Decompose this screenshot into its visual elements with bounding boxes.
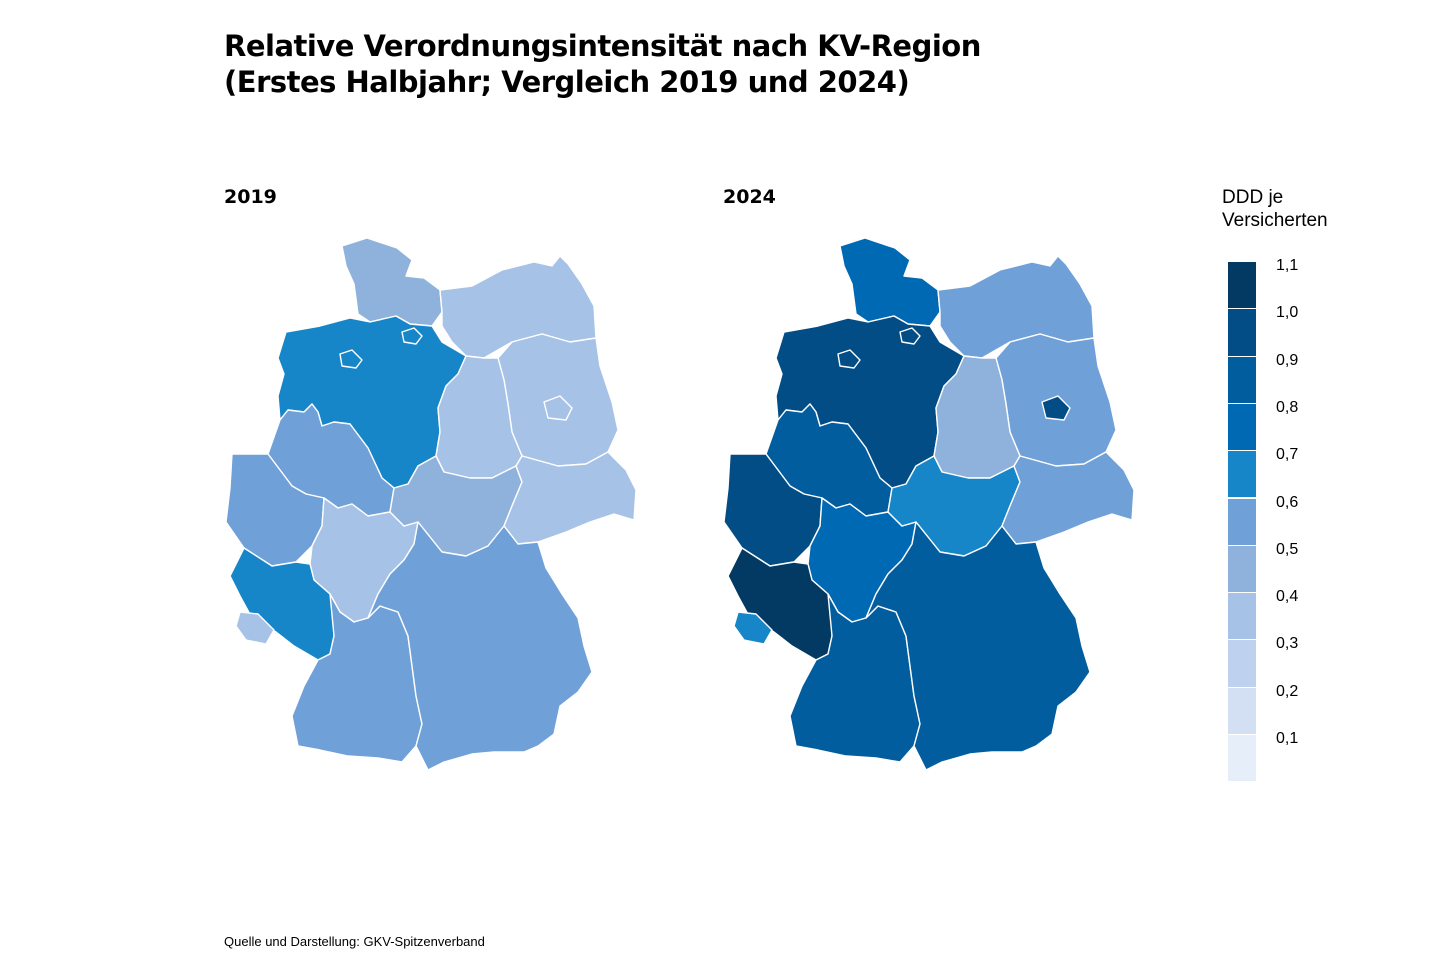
legend-tick-label: 0,4 xyxy=(1276,588,1299,606)
legend-swatch xyxy=(1228,498,1256,545)
legend-tick-label: 1,1 xyxy=(1276,257,1299,274)
legend-swatch xyxy=(1228,262,1256,309)
map-2019 xyxy=(225,237,637,771)
region-saarland xyxy=(733,611,773,645)
region-bayern xyxy=(367,521,593,771)
legend-title-line-2: Versicherten xyxy=(1222,210,1328,231)
title-line-1: Relative Verordnungsintensität nach KV-R… xyxy=(224,29,981,63)
region-hamburg xyxy=(401,327,423,345)
legend-tick-label: 0,6 xyxy=(1276,493,1299,511)
source-note: Quelle und Darstellung: GKV-Spitzenverba… xyxy=(224,934,485,949)
legend-swatch xyxy=(1228,403,1256,451)
region-berlin xyxy=(1041,395,1071,421)
legend-swatch xyxy=(1228,309,1256,356)
region-schleswig-holstein xyxy=(341,237,443,327)
legend-swatch xyxy=(1228,640,1256,687)
legend-tick-label: 0,5 xyxy=(1276,540,1299,558)
map-label-2019: 2019 xyxy=(224,186,277,208)
legend-tick-label: 0,2 xyxy=(1276,682,1299,700)
region-bremen xyxy=(837,349,861,369)
region-saarland xyxy=(235,611,275,645)
legend-swatch xyxy=(1228,545,1256,593)
region-sachsen xyxy=(1001,451,1135,545)
legend-tick-label: 0,3 xyxy=(1276,635,1299,653)
legend-title: DDD je Versicherten xyxy=(1222,186,1328,232)
legend-swatch xyxy=(1228,735,1256,782)
region-bremen xyxy=(339,349,363,369)
legend-title-line-1: DDD je xyxy=(1222,187,1284,208)
color-legend: 1,1 1,0 0,9 0,8 0,7 0,6 0,5 0,4 0,3 0,2 0,1 xyxy=(1228,258,1388,784)
region-berlin xyxy=(543,395,573,421)
legend-tick-label: 0,8 xyxy=(1276,398,1299,416)
map-label-2024: 2024 xyxy=(723,186,776,208)
region-hamburg xyxy=(899,327,921,345)
chart-title: Relative Verordnungsintensität nach KV-R… xyxy=(224,28,981,100)
region-sachsen xyxy=(503,451,637,545)
legend-swatch xyxy=(1228,687,1256,734)
legend-swatch xyxy=(1228,593,1256,640)
legend-tick-label: 0,1 xyxy=(1276,730,1299,747)
title-line-2: (Erstes Halbjahr; Vergleich 2019 und 202… xyxy=(224,65,910,99)
map-2024 xyxy=(723,237,1135,771)
legend-swatch xyxy=(1228,356,1256,403)
legend-swatch xyxy=(1228,451,1256,498)
region-bayern xyxy=(865,521,1091,771)
legend-tick-label: 0,9 xyxy=(1276,351,1299,369)
region-schleswig-holstein xyxy=(839,237,941,327)
legend-tick-label: 0,7 xyxy=(1276,446,1299,464)
legend-tick-label: 1,0 xyxy=(1276,304,1299,322)
